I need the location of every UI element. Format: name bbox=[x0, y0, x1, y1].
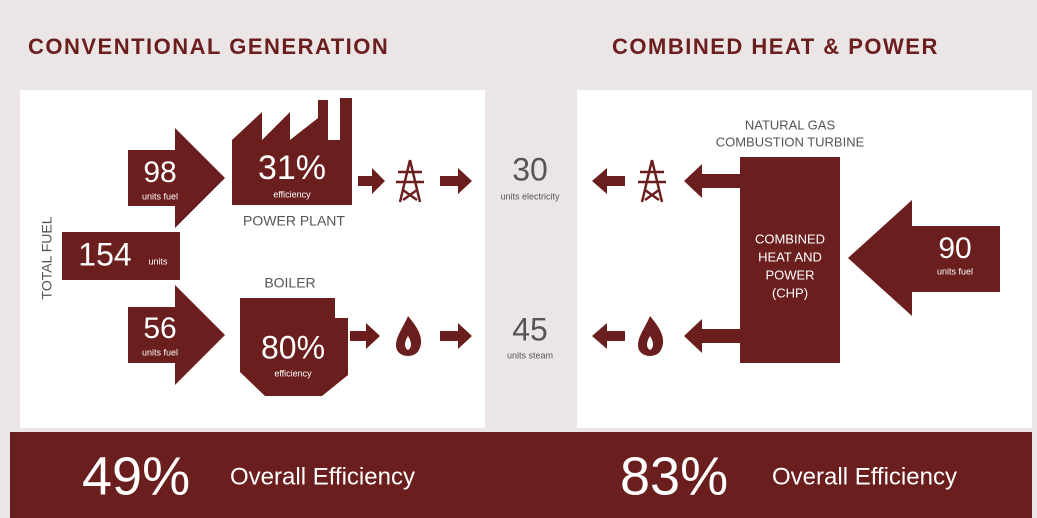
arrow bbox=[358, 168, 385, 194]
fuel-arrow bbox=[848, 200, 1000, 316]
total-fuel-label: TOTAL FUEL bbox=[39, 216, 55, 299]
chp-label: COMBINED bbox=[755, 231, 825, 246]
chp-label: POWER bbox=[765, 267, 814, 282]
fuel-value: 56 bbox=[143, 312, 176, 345]
efficiency-value: 31% bbox=[258, 149, 326, 187]
overall-label: Overall Efficiency bbox=[772, 463, 957, 490]
boiler-icon bbox=[240, 298, 348, 396]
efficiency-value: 80% bbox=[261, 329, 325, 365]
power-plant-icon bbox=[232, 98, 352, 205]
fuel-arrow bbox=[128, 285, 225, 385]
arrow bbox=[684, 164, 740, 198]
right-title: COMBINED HEAT & POWER bbox=[612, 34, 939, 59]
total-fuel-value: 154 bbox=[78, 236, 131, 272]
fuel-unit: units fuel bbox=[142, 347, 178, 357]
total-fuel-box bbox=[62, 232, 180, 280]
arrow bbox=[592, 168, 625, 194]
turbine-label: NATURAL GAS bbox=[745, 117, 836, 132]
efficiency-label: efficiency bbox=[274, 368, 312, 378]
fuel-value: 90 bbox=[938, 232, 971, 265]
electricity-value: 30 bbox=[512, 151, 548, 187]
arrow bbox=[440, 323, 472, 349]
efficiency-label: efficiency bbox=[273, 189, 311, 199]
fuel-unit: units fuel bbox=[142, 191, 178, 201]
tower-lines bbox=[638, 159, 666, 203]
tower-icon bbox=[396, 159, 424, 203]
overall-label: Overall Efficiency bbox=[230, 463, 415, 490]
tower-icon bbox=[638, 159, 666, 203]
chp-box bbox=[740, 157, 840, 363]
bottom-band bbox=[10, 432, 1032, 518]
chp-label: (CHP) bbox=[772, 285, 808, 300]
fuel-value: 98 bbox=[143, 156, 176, 189]
tower-lines bbox=[396, 159, 424, 203]
arrow bbox=[684, 319, 740, 353]
arrows bbox=[350, 164, 740, 353]
overall-value: 49% bbox=[82, 446, 190, 506]
fuel-arrow bbox=[128, 128, 225, 228]
fuel-unit: units fuel bbox=[937, 266, 973, 276]
chp-label: HEAT AND bbox=[758, 249, 822, 264]
electricity-unit: units electricity bbox=[500, 191, 560, 201]
overall-value: 83% bbox=[620, 446, 728, 506]
arrow bbox=[440, 168, 472, 194]
flame-icon bbox=[396, 316, 422, 356]
arrow bbox=[350, 323, 380, 349]
power-plant-label: POWER PLANT bbox=[243, 213, 345, 229]
steam-unit: units steam bbox=[507, 350, 553, 360]
arrow bbox=[592, 323, 625, 349]
total-fuel-unit: units bbox=[148, 256, 168, 266]
flame-icon bbox=[638, 316, 664, 356]
boiler-label: BOILER bbox=[264, 275, 315, 291]
turbine-label: COMBUSTION TURBINE bbox=[716, 134, 865, 149]
steam-value: 45 bbox=[512, 311, 548, 347]
left-title: CONVENTIONAL GENERATION bbox=[28, 34, 389, 59]
